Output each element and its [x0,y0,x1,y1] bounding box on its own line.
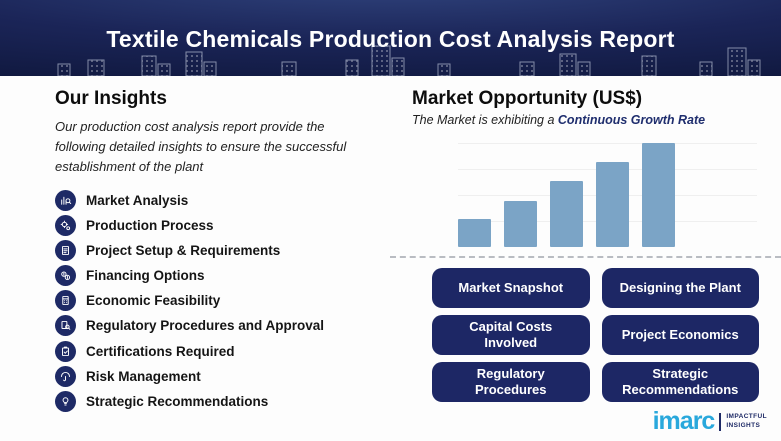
chart-bar [504,200,537,247]
strategic-recommendations-icon [55,391,76,413]
regulatory-procedures-icon [55,315,76,337]
insight-label: Production Process [86,217,214,233]
insight-label: Economic Feasibility [86,293,221,309]
chart-bar [596,161,629,247]
designing-the-plant-button[interactable]: Designing the Plant [601,268,759,308]
insight-label: Regulatory Procedures and Approval [86,318,325,334]
tagline-line-1: IMPACTFUL [726,412,767,420]
risk-management-icon [55,365,76,387]
chart-bar [458,219,491,247]
chart-bar [642,143,675,247]
chart-baseline-dashed [390,256,781,258]
insight-label: Market Analysis [86,192,189,208]
content-area: Our Insights Our production cost analysi… [0,76,781,441]
market-subtitle-highlight: Continuous Growth Rate [557,113,706,127]
market-subtitle: The Market is exhibiting a Continuous Gr… [412,113,781,127]
capital-costs-button[interactable]: Capital Costs Involved [432,315,590,355]
regulatory-procedures-button[interactable]: Regulatory Procedures [432,362,590,402]
insights-heading: Our Insights [55,88,167,109]
tagline-line-2: INSIGHTS [726,421,761,429]
market-opportunity-heading: Market Opportunity (US$) [412,88,643,109]
market-snapshot-button[interactable]: Market Snapshot [432,268,590,308]
insight-label: Financing Options [86,268,205,284]
insights-list: Market Analysis Production Process [55,187,372,414]
title-banner: Textile Chemicals Production Cost Analys… [0,0,781,76]
list-item: Project Setup & Requirements [55,238,372,263]
insights-panel: Our Insights Our production cost analysi… [0,76,390,441]
list-item: Production Process [55,213,372,238]
market-opportunity-panel: Market Opportunity (US$) The Market is e… [390,76,781,441]
imarc-logo-wordmark: imarc [652,407,716,435]
logo-separator [719,412,722,431]
certifications-icon [55,340,76,362]
project-setup-icon [55,239,76,261]
financing-options-icon [55,265,76,287]
project-economics-button[interactable]: Project Economics [601,315,759,355]
production-process-icon [55,214,76,236]
bar-chart [458,139,757,247]
insight-label: Strategic Recommendations [86,394,269,410]
list-item: Risk Management [55,364,372,389]
insight-label: Project Setup & Requirements [86,242,281,258]
list-item: Market Analysis [55,187,372,212]
market-subtitle-prefix: The Market is exhibiting a [412,113,558,127]
insight-label: Risk Management [86,368,201,384]
insight-label: Certifications Required [86,343,235,359]
list-item: Regulatory Procedures and Approval [55,313,372,338]
report-section-buttons: Market Snapshot Designing the Plant Capi… [432,268,759,402]
imarc-logo: imarc IMPACTFUL INSIGHTS [653,409,767,434]
chart-bar [550,181,583,247]
economic-feasibility-icon [55,290,76,312]
city-skyline-graphic [57,45,761,76]
list-item: Certifications Required [55,339,372,364]
imarc-logo-tagline: IMPACTFUL INSIGHTS [726,413,767,431]
strategic-recommendations-button[interactable]: Strategic Recommendations [601,362,759,402]
insights-description: Our production cost analysis report prov… [55,119,347,175]
list-item: Strategic Recommendations [55,389,372,414]
list-item: Financing Options [55,263,372,288]
market-analysis-icon [55,189,76,211]
list-item: Economic Feasibility [55,288,372,313]
